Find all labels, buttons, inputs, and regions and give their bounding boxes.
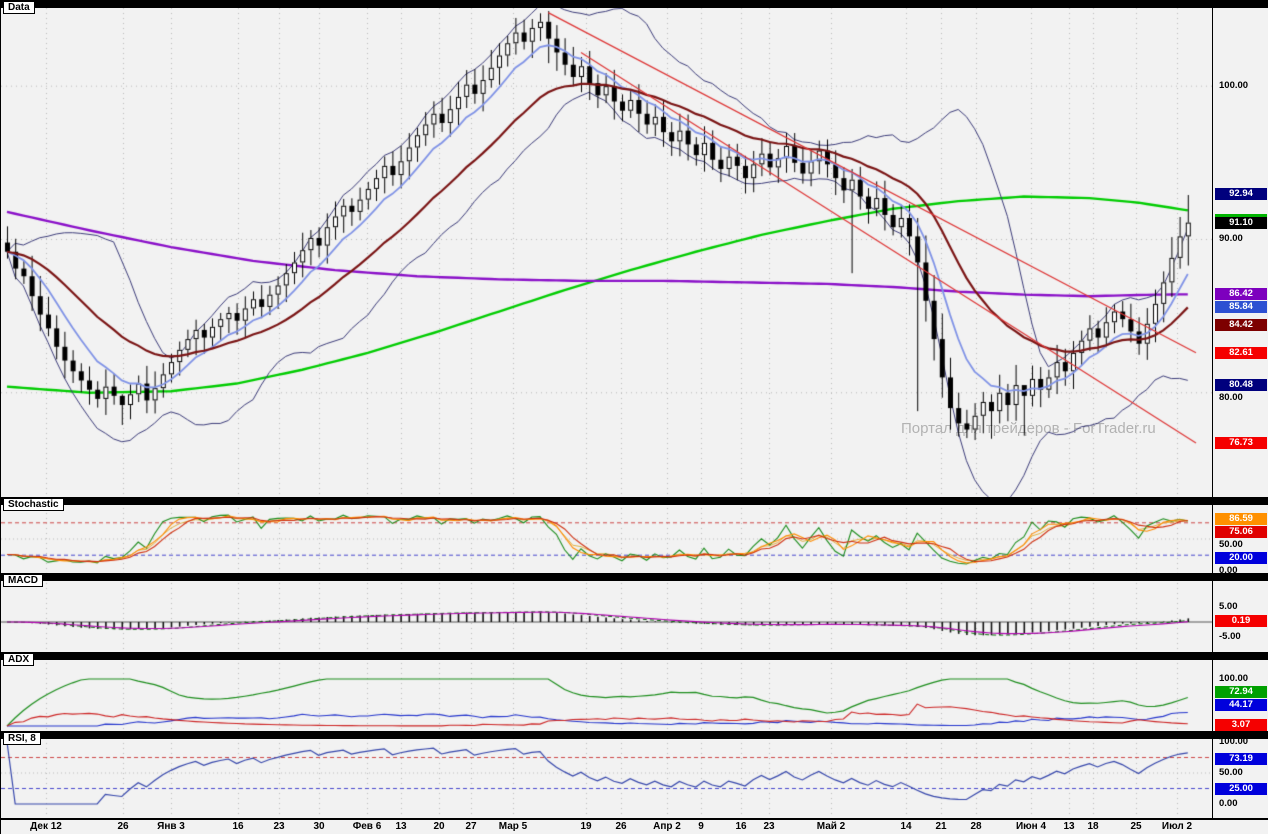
panel-label-adx: ADX bbox=[3, 653, 35, 666]
price-badge: 80.48 bbox=[1215, 379, 1267, 392]
time-axis[interactable]: Дек 12 26 Янв 3 16 23 30 Фев 6 13 20 27 Мар 5 19 26 А… bbox=[1, 818, 1268, 834]
time-label: Июл 2 bbox=[1161, 821, 1193, 832]
time-label: 23 bbox=[273, 821, 285, 832]
time-label: 13 bbox=[1063, 821, 1075, 832]
time-label: 20 bbox=[433, 821, 445, 832]
panel-label-rsi: RSI, 8 bbox=[3, 732, 41, 745]
time-label: Апр 2 bbox=[653, 821, 681, 832]
price-axis[interactable]: 100.00 92.94 91.10 90.00 86.42 85.84 84.42 82.6… bbox=[1212, 0, 1268, 818]
time-label: Дек 12 bbox=[30, 821, 62, 832]
time-label: 16 bbox=[232, 821, 244, 832]
time-label: 18 bbox=[1087, 821, 1099, 832]
price-badge: 25.00 bbox=[1215, 782, 1267, 795]
price-badge: 20.00 bbox=[1215, 552, 1267, 565]
axis-scale-label: 80.00 bbox=[1219, 392, 1243, 404]
time-label: 28 bbox=[970, 821, 982, 832]
axis-scale-label: 50.00 bbox=[1219, 767, 1243, 778]
price-badge: 72.94 bbox=[1215, 686, 1267, 698]
axis-scale-label: -5.00 bbox=[1219, 631, 1241, 642]
axis-scale-label: 100.00 bbox=[1219, 673, 1249, 684]
panel-divider-data[interactable]: Data bbox=[1, 0, 1268, 14]
time-label: 25 bbox=[1130, 821, 1142, 832]
axis-scale-label: 100.00 bbox=[1219, 736, 1249, 747]
price-badge: 86.42 bbox=[1215, 288, 1267, 301]
panel-divider-stochastic[interactable]: Stochastic bbox=[1, 497, 1268, 511]
axis-scale-label: 90.00 bbox=[1219, 233, 1243, 245]
price-badge: 3.07 bbox=[1215, 718, 1267, 731]
price-badge: 75.06 bbox=[1215, 526, 1267, 539]
price-badge: 92.94 bbox=[1215, 188, 1267, 201]
price-badge: 86.59 bbox=[1215, 513, 1267, 526]
price-badge: 73.19 bbox=[1215, 752, 1267, 765]
time-label: 23 bbox=[763, 821, 775, 832]
price-badge: 85.84 bbox=[1215, 301, 1267, 314]
time-label: 26 bbox=[615, 821, 627, 832]
time-label: Мар 5 bbox=[498, 821, 528, 832]
axis-scale-label: 5.00 bbox=[1219, 601, 1238, 612]
price-badge: 91.10 bbox=[1215, 216, 1267, 229]
time-label: Фев 6 bbox=[352, 821, 382, 832]
axis-scale-label: 0.00 bbox=[1219, 565, 1238, 577]
time-label: 14 bbox=[900, 821, 912, 832]
time-label: Июн 4 bbox=[1015, 821, 1047, 832]
time-label: 27 bbox=[465, 821, 477, 832]
time-label: Янв 3 bbox=[157, 821, 185, 832]
price-badge: 82.61 bbox=[1215, 346, 1267, 359]
time-label: 9 bbox=[698, 821, 704, 832]
price-badge: 44.17 bbox=[1215, 699, 1267, 712]
time-label: 16 bbox=[735, 821, 747, 832]
panel-divider-adx[interactable]: ADX bbox=[1, 652, 1268, 666]
panel-divider-macd[interactable]: MACD bbox=[1, 573, 1268, 587]
price-badge: 76.73 bbox=[1215, 436, 1267, 449]
price-badge: 0.19 bbox=[1215, 615, 1267, 628]
panel-label-data: Data bbox=[3, 1, 35, 14]
panel-label-macd: MACD bbox=[3, 574, 43, 587]
panel-divider-rsi[interactable]: RSI, 8 bbox=[1, 731, 1268, 745]
time-label: 19 bbox=[580, 821, 592, 832]
axis-scale-label: 0.00 bbox=[1219, 798, 1238, 809]
panel-label-stochastic: Stochastic bbox=[3, 498, 64, 511]
time-label: 21 bbox=[935, 821, 947, 832]
time-label: 30 bbox=[313, 821, 325, 832]
chart-plot-area[interactable] bbox=[1, 0, 1212, 818]
time-label: 13 bbox=[395, 821, 407, 832]
axis-scale-label: 100.00 bbox=[1219, 80, 1249, 92]
price-badge: 84.42 bbox=[1215, 319, 1267, 331]
axis-scale-label: 50.00 bbox=[1219, 539, 1243, 551]
time-label: Май 2 bbox=[816, 821, 846, 832]
time-label: 26 bbox=[117, 821, 129, 832]
